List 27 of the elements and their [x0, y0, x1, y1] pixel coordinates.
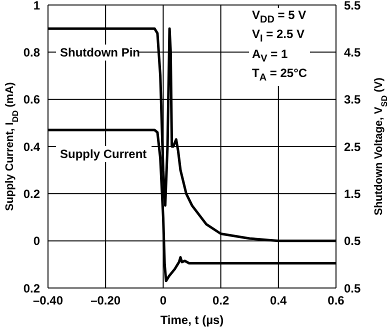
y-tick-label: 0.2 — [23, 186, 40, 201]
x-tick-label: 0.4 — [270, 294, 288, 308]
series-label: Shutdown Pin — [60, 46, 140, 60]
annotation: V$_{I}$ = 2.5 V — [252, 27, 306, 47]
y-tick-label: 0.6 — [23, 92, 40, 107]
annotation: V$_{DD}$ = 5 V — [252, 8, 308, 28]
annotation: T$_{A}$ = 25°C — [252, 66, 308, 86]
y2-tick-label: 0.5 — [344, 234, 362, 248]
y-tick-label: 0 — [33, 234, 40, 248]
y-tick-label: 1 — [33, 0, 40, 12]
series-label: Supply Current — [60, 146, 147, 161]
y-tick-label: 0.4 — [23, 140, 40, 154]
y2-tick-label: 4.5 — [344, 45, 362, 60]
y2-tick-label: 2.5 — [344, 140, 362, 154]
y2-tick-label: 3.5 — [344, 92, 362, 107]
annotation: A$_{V}$ = 1 — [252, 46, 289, 66]
x-tick-label: –0.40 — [32, 294, 64, 308]
y-tick-label: 0.2 — [23, 281, 40, 296]
x-axis-title: Time, t (µs) — [160, 313, 224, 327]
x-tick-label: –0.20 — [90, 294, 121, 308]
y2-tick-label: 1.5 — [344, 186, 362, 201]
x-tick-label: 0.2 — [212, 294, 230, 308]
y2-tick-label: 0.5 — [344, 281, 362, 296]
x-tick-label: 0.6 — [328, 294, 345, 308]
y-tick-label: 0.8 — [23, 45, 40, 60]
y2-tick-label: 5.5 — [344, 0, 362, 12]
x-tick-label: 0 — [160, 294, 167, 308]
